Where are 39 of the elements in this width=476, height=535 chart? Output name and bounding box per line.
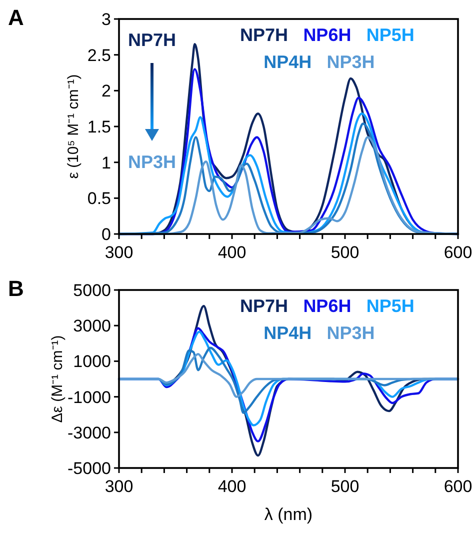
x-tick-label: 400: [218, 243, 246, 262]
y-tick-label: -3000: [68, 423, 111, 442]
y-tick-label: 1: [102, 153, 111, 172]
x-tick-label: 300: [104, 243, 134, 262]
y-tick-label: 1.5: [87, 118, 111, 136]
y-tick-label: 0: [102, 225, 111, 244]
y-tick-label: 2.5: [87, 46, 111, 65]
y-tick-label: -5000: [68, 459, 111, 478]
text: NP5H: [366, 25, 414, 45]
text: NP7H: [240, 25, 288, 45]
y-tick-label: 0.5: [87, 189, 111, 208]
chart-title: A: [8, 5, 24, 30]
series-label: NP3H: [326, 323, 375, 343]
y-tick-label: 2: [102, 82, 111, 101]
series-label: NP4H: [264, 323, 312, 343]
annotation: NP7H: [128, 30, 176, 50]
x-tick-label: 300: [104, 477, 134, 496]
y-tick-label: 1000: [73, 352, 111, 372]
series-label: NP7H: [240, 296, 288, 316]
annotation: NP3H: [128, 152, 176, 172]
x-tick-label: 500: [330, 243, 360, 262]
text: NP3H: [326, 52, 375, 72]
x-tick-label: 500: [330, 477, 360, 496]
y-axis-title: ε (10⁵ M⁻¹ cm⁻¹): [65, 74, 82, 179]
x-axis-title: λ (nm): [264, 505, 313, 524]
x-tick-label: 600: [444, 477, 472, 496]
text: NP4H: [264, 52, 312, 72]
y-tick-label: 5000: [73, 281, 111, 300]
line-series: [118, 352, 460, 398]
y-tick-label: -1000: [68, 388, 111, 407]
y-tick-label: 3000: [73, 316, 111, 336]
x-tick-label: 600: [444, 243, 472, 262]
y-axis-title: Δε (M⁻¹ cm⁻¹): [49, 335, 66, 423]
text: NP6H: [303, 25, 352, 45]
text: NP5H: [366, 296, 414, 316]
y-tick-label: 3: [102, 10, 111, 29]
text: NP6H: [303, 296, 352, 316]
chart-title: B: [8, 276, 24, 301]
x-tick-label: 400: [218, 477, 246, 496]
